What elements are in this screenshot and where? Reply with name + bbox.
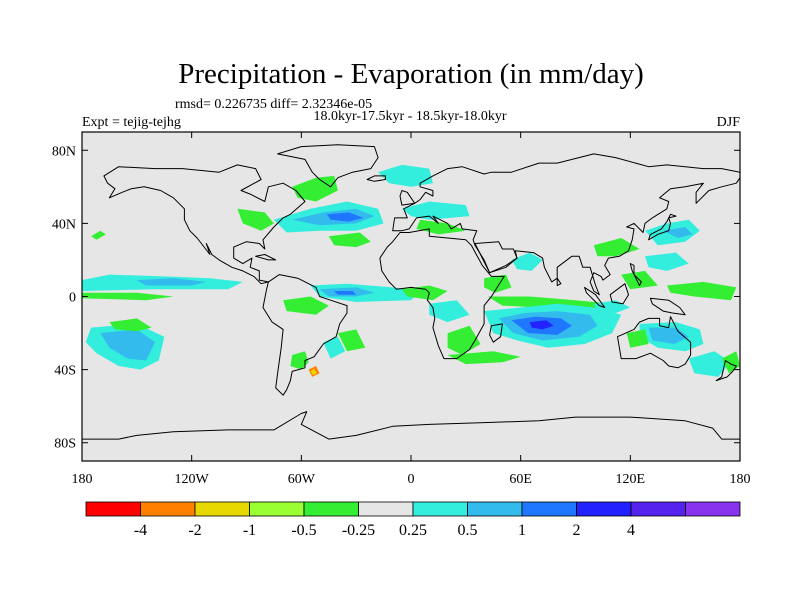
y-tick-label: 40S (54, 364, 76, 379)
coastline-sri-lanka (556, 277, 562, 286)
y-axis: 80N 40N 0 40S 80S (52, 144, 740, 452)
colorbar-label: 2 (573, 522, 581, 539)
x-tick-label: 60E (509, 472, 532, 487)
coastline-new-guinea (649, 297, 686, 316)
colorbar-label: 4 (627, 522, 635, 539)
colorbar-swatch (303, 501, 359, 517)
colorbar-label: -0.5 (291, 522, 316, 539)
colorbar-swatch (412, 501, 468, 517)
anomaly-contour (401, 285, 448, 301)
anomaly-contour (401, 201, 470, 220)
y-tick-label: 80N (52, 144, 76, 159)
anomaly-contour (290, 351, 309, 370)
coastline-new-zealand (715, 360, 737, 382)
anomaly-contour (136, 278, 207, 286)
anomaly-contour (337, 329, 366, 352)
anomaly-contour (447, 325, 481, 355)
coastline-greenland (277, 144, 379, 188)
coastline-australia (617, 316, 692, 369)
y-tick-label: 40N (52, 217, 76, 232)
coastline-borneo (609, 283, 629, 305)
colorbar-swatch (685, 501, 741, 517)
coastline-layer (82, 144, 740, 461)
anomaly-contour (645, 252, 689, 271)
period-label: 18.0kyr-17.5kyr - 18.5kyr-18.0kyr (313, 109, 506, 124)
colorbar-swatch (194, 501, 250, 517)
anomaly-contour (328, 232, 371, 248)
colorbar-swatch (85, 501, 141, 517)
coastline-north-america (103, 164, 306, 285)
colorbar-swatch (467, 501, 523, 517)
y-tick-label: 80S (54, 437, 76, 452)
colorbar-swatch (358, 501, 414, 517)
colorbar-label: 0.5 (458, 522, 478, 539)
anomaly-layer (82, 164, 740, 377)
anomaly-contour (593, 238, 640, 257)
x-tick-label: 180 (730, 472, 751, 487)
anomaly-contour (663, 227, 693, 238)
anomaly-contour (109, 318, 152, 332)
colorbar-label: -2 (188, 522, 201, 539)
anomaly-contour (688, 351, 731, 377)
coastline-cuba (255, 254, 277, 261)
colorbar-label: -0.25 (342, 522, 375, 539)
anomaly-contour (326, 212, 364, 222)
coastline-philippines (629, 263, 642, 286)
coastline-japan (648, 213, 677, 241)
x-tick-label: 180 (72, 472, 93, 487)
anomaly-contour (511, 252, 543, 271)
colorbar-swatch (576, 501, 632, 517)
anomaly-contour (378, 164, 433, 187)
colorbar-label: 0.25 (399, 522, 427, 539)
coastline-eurasia (392, 153, 740, 296)
y-tick-label: 0 (69, 291, 76, 306)
anomaly-contour (292, 175, 338, 202)
anomaly-contour (100, 329, 156, 361)
colorbar-swatch (630, 501, 686, 517)
experiment-label: Expt = tejig-tejhg (82, 115, 181, 130)
anomaly-contour (91, 230, 106, 240)
anomaly-contour (334, 291, 357, 295)
coastline-great-britain (399, 190, 416, 206)
coastline-antarctica (82, 411, 740, 461)
colorbar-swatch (249, 501, 305, 517)
coastline-madagascar (489, 323, 503, 343)
anomaly-contour (529, 320, 554, 330)
colorbar-label: 1 (518, 522, 526, 539)
x-tick-label: 120W (175, 472, 210, 487)
colorbar-label: -1 (243, 522, 256, 539)
x-tick-label: 120E (616, 472, 646, 487)
x-tick-label: 0 (408, 472, 415, 487)
coastline-sumatra (584, 286, 606, 308)
x-tick-label: 60W (288, 472, 316, 487)
anomaly-contour (82, 292, 174, 301)
anomaly-contour (237, 208, 274, 231)
anomaly-contour (666, 281, 737, 301)
stats-label: rmsd= 0.226735 diff= 2.32346e-05 (175, 97, 372, 112)
colorbar-swatch (140, 501, 196, 517)
coastline-arabia (474, 241, 518, 274)
colorbar: -4 -2 -1 -0.5 -0.25 0.25 0.5 1 2 4 (85, 501, 741, 539)
anomaly-contour (484, 274, 512, 293)
coastline-south-america (262, 274, 348, 396)
anomaly-contour (323, 336, 346, 359)
colorbar-label: -4 (134, 522, 147, 539)
x-axis: 180 120W 60W 0 60E 120E 180 (72, 132, 751, 487)
anomaly-contour (429, 300, 470, 323)
colorbar-swatch (521, 501, 577, 517)
coastline-africa (379, 228, 505, 360)
coastline-iceland (366, 175, 386, 182)
season-label: DJF (717, 115, 741, 130)
anomaly-contour (283, 296, 329, 315)
anomaly-contour (626, 329, 649, 348)
anomaly-contour (310, 368, 317, 376)
anomaly-contour (447, 351, 521, 365)
plot-title: Precipitation - Evaporation (in mm/day) (178, 58, 644, 90)
